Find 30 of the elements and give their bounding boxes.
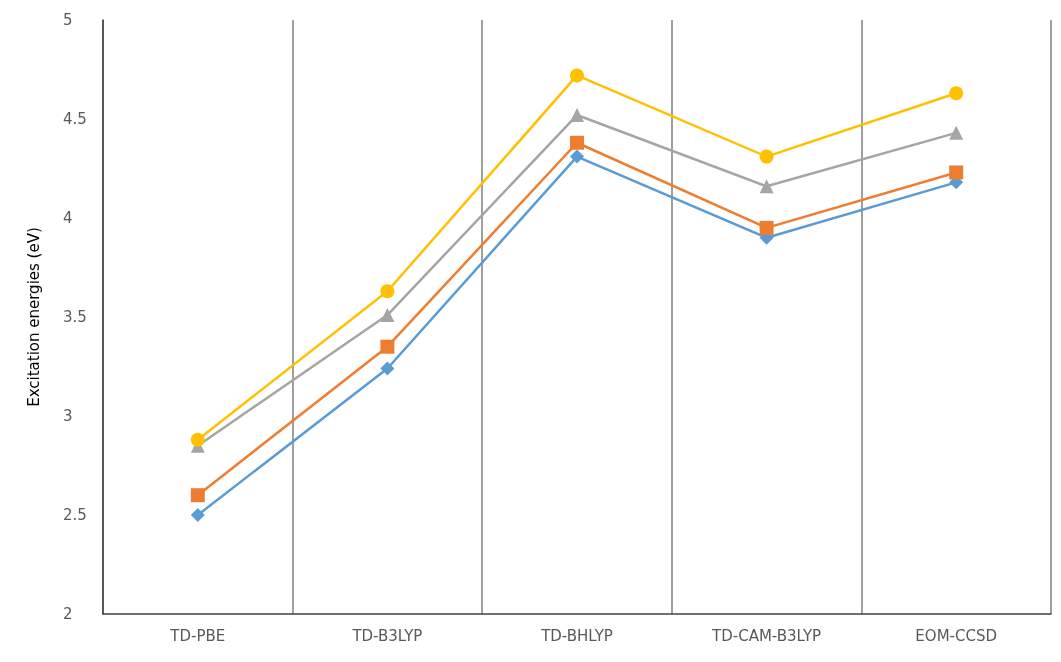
y-tick-label: 3.5 xyxy=(63,308,87,326)
y-tick-label: 4.5 xyxy=(63,110,87,128)
point xyxy=(190,508,205,522)
point xyxy=(380,284,395,299)
y-axis-title: Excitation energies (eV) xyxy=(24,227,43,407)
point xyxy=(190,432,205,447)
y-tick-label: 4 xyxy=(63,209,73,227)
point xyxy=(759,149,774,164)
point xyxy=(380,308,395,323)
point xyxy=(949,165,964,180)
y-tick-label: 5 xyxy=(63,11,73,29)
point xyxy=(949,86,964,101)
x-tick-label: TD-B3LYP xyxy=(351,626,423,645)
point xyxy=(380,339,395,354)
point xyxy=(570,108,584,123)
point xyxy=(759,220,774,235)
y-tick-label: 2 xyxy=(63,605,73,623)
y-tick-label: 2.5 xyxy=(63,506,87,524)
point xyxy=(759,179,774,194)
x-tick-label: TD-BHLYP xyxy=(540,626,613,645)
point xyxy=(570,135,584,150)
point xyxy=(190,488,205,503)
point xyxy=(949,125,964,140)
x-tick-label: TD-PBE xyxy=(169,626,226,645)
point xyxy=(570,68,584,83)
point xyxy=(380,361,395,376)
x-tick-label: EOM-CCSD xyxy=(915,626,998,645)
y-tick-label: 3 xyxy=(63,407,73,425)
point xyxy=(570,149,584,164)
x-tick-label: TD-CAM-B3LYP xyxy=(711,626,822,645)
